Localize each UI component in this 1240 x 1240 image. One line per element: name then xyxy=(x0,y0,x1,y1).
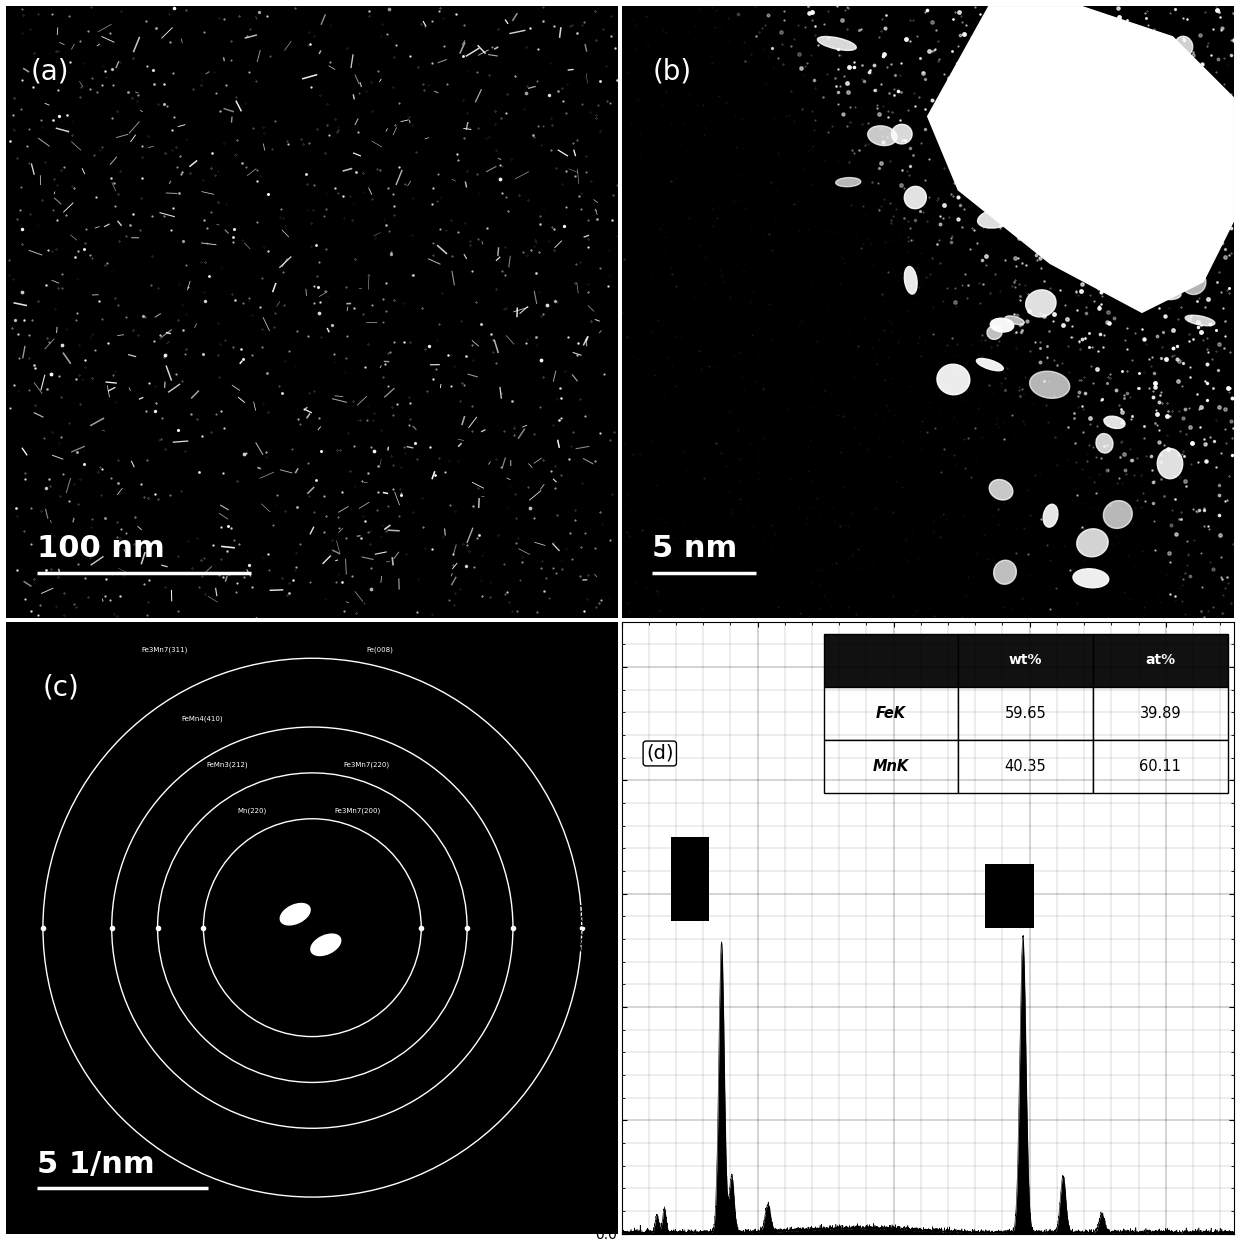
Ellipse shape xyxy=(1202,208,1226,224)
Ellipse shape xyxy=(987,30,1007,57)
Ellipse shape xyxy=(1096,434,1114,453)
Ellipse shape xyxy=(892,124,913,144)
Ellipse shape xyxy=(1076,528,1109,557)
Ellipse shape xyxy=(1149,129,1185,148)
Ellipse shape xyxy=(1182,270,1207,295)
Ellipse shape xyxy=(904,267,918,294)
Ellipse shape xyxy=(1185,315,1215,326)
Ellipse shape xyxy=(280,904,310,925)
Bar xyxy=(671,837,708,921)
Ellipse shape xyxy=(1058,205,1071,221)
Ellipse shape xyxy=(817,36,857,51)
Text: 5 nm: 5 nm xyxy=(652,534,738,563)
Ellipse shape xyxy=(1073,569,1109,588)
Text: FeMn4(410): FeMn4(410) xyxy=(181,715,223,722)
Ellipse shape xyxy=(977,208,1016,228)
Ellipse shape xyxy=(904,186,926,208)
Polygon shape xyxy=(928,6,1234,312)
Ellipse shape xyxy=(987,325,1002,340)
Ellipse shape xyxy=(937,365,970,394)
Ellipse shape xyxy=(1143,283,1180,300)
Ellipse shape xyxy=(991,319,1014,332)
Ellipse shape xyxy=(1006,316,1024,325)
Y-axis label: cps/eV: cps/eV xyxy=(577,901,591,954)
Ellipse shape xyxy=(1011,138,1022,155)
Text: (b): (b) xyxy=(652,58,691,86)
Ellipse shape xyxy=(1043,505,1058,527)
Text: (c): (c) xyxy=(43,673,79,701)
Text: (d): (d) xyxy=(646,744,673,763)
Text: Fe3Mn7(311): Fe3Mn7(311) xyxy=(141,647,187,653)
Ellipse shape xyxy=(949,67,982,89)
Text: Mn(220): Mn(220) xyxy=(238,807,267,813)
Ellipse shape xyxy=(993,560,1017,584)
Text: Fe3Mn7(200): Fe3Mn7(200) xyxy=(334,807,381,813)
Ellipse shape xyxy=(1059,216,1095,228)
Ellipse shape xyxy=(868,125,897,145)
Ellipse shape xyxy=(1157,449,1183,479)
Ellipse shape xyxy=(991,166,1019,175)
Text: Fe(008): Fe(008) xyxy=(366,647,393,653)
Ellipse shape xyxy=(1104,501,1132,528)
Ellipse shape xyxy=(990,480,1013,500)
Ellipse shape xyxy=(1029,371,1070,398)
Ellipse shape xyxy=(1104,417,1125,429)
Text: (a): (a) xyxy=(31,58,69,86)
Text: 100 nm: 100 nm xyxy=(37,534,165,563)
Ellipse shape xyxy=(976,358,1003,371)
Ellipse shape xyxy=(311,934,341,956)
Ellipse shape xyxy=(1028,222,1040,232)
Ellipse shape xyxy=(1101,115,1117,141)
Text: Fe3Mn7(220): Fe3Mn7(220) xyxy=(343,761,389,768)
Ellipse shape xyxy=(1071,27,1105,51)
Bar xyxy=(986,864,1034,928)
Ellipse shape xyxy=(1025,290,1056,317)
Ellipse shape xyxy=(1174,36,1193,56)
Text: FeMn3(212): FeMn3(212) xyxy=(206,761,248,768)
Ellipse shape xyxy=(836,177,861,187)
Text: 5 1/nm: 5 1/nm xyxy=(37,1149,155,1178)
